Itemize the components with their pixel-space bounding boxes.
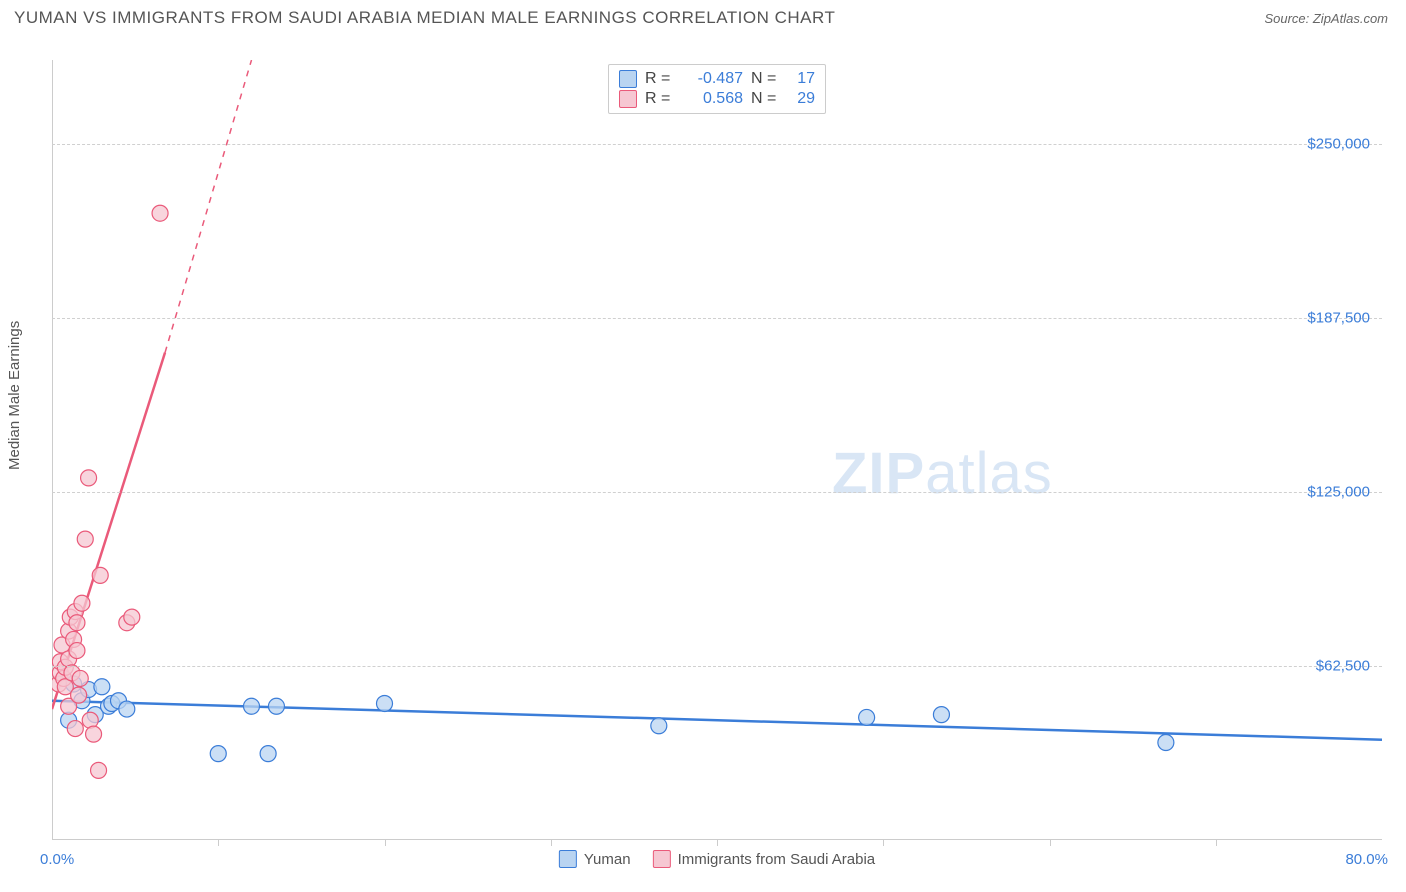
chart-source: Source: ZipAtlas.com	[1264, 11, 1388, 26]
data-point	[86, 726, 102, 742]
data-point	[77, 531, 93, 547]
y-axis-label: Median Male Earnings	[6, 321, 23, 470]
data-point	[91, 762, 107, 778]
data-point	[82, 712, 98, 728]
data-point	[268, 698, 284, 714]
legend: Yuman Immigrants from Saudi Arabia	[559, 850, 875, 868]
data-point	[67, 721, 83, 737]
plot-area: ZIPatlas R =-0.487N =17R =0.568N =29 0.0…	[52, 60, 1382, 840]
chart-container: Median Male Earnings ZIPatlas R =-0.487N…	[0, 40, 1406, 890]
data-point	[69, 615, 85, 631]
legend-swatch	[559, 850, 577, 868]
gridline	[52, 144, 1382, 145]
x-tick-mark	[883, 840, 884, 846]
x-tick-mark	[218, 840, 219, 846]
legend-swatch	[653, 850, 671, 868]
y-tick-label: $62,500	[1316, 657, 1370, 674]
data-point	[152, 205, 168, 221]
x-tick-mark	[385, 840, 386, 846]
data-point	[119, 701, 135, 717]
x-tick-mark	[1216, 840, 1217, 846]
gridline	[52, 492, 1382, 493]
data-point	[74, 595, 90, 611]
y-tick-label: $125,000	[1307, 483, 1370, 500]
data-point	[377, 696, 393, 712]
x-tick-mark	[551, 840, 552, 846]
scatter-svg	[52, 60, 1382, 840]
data-point	[210, 746, 226, 762]
data-point	[81, 470, 97, 486]
data-point	[72, 670, 88, 686]
regression-line	[165, 60, 251, 353]
y-tick-label: $250,000	[1307, 135, 1370, 152]
data-point	[1158, 735, 1174, 751]
data-point	[651, 718, 667, 734]
legend-item: Yuman	[559, 850, 631, 868]
data-point	[124, 609, 140, 625]
chart-title: YUMAN VS IMMIGRANTS FROM SAUDI ARABIA ME…	[14, 8, 835, 28]
gridline	[52, 318, 1382, 319]
legend-label: Yuman	[584, 851, 631, 868]
gridline	[52, 666, 1382, 667]
data-point	[933, 707, 949, 723]
data-point	[859, 709, 875, 725]
legend-item: Immigrants from Saudi Arabia	[653, 850, 876, 868]
x-axis-max-label: 80.0%	[1345, 851, 1388, 868]
data-point	[260, 746, 276, 762]
x-tick-mark	[1050, 840, 1051, 846]
x-axis-min-label: 0.0%	[40, 851, 74, 868]
x-tick-mark	[717, 840, 718, 846]
data-point	[94, 679, 110, 695]
data-point	[69, 643, 85, 659]
legend-label: Immigrants from Saudi Arabia	[678, 851, 876, 868]
y-tick-label: $187,500	[1307, 309, 1370, 326]
data-point	[92, 567, 108, 583]
data-point	[244, 698, 260, 714]
data-point	[71, 687, 87, 703]
